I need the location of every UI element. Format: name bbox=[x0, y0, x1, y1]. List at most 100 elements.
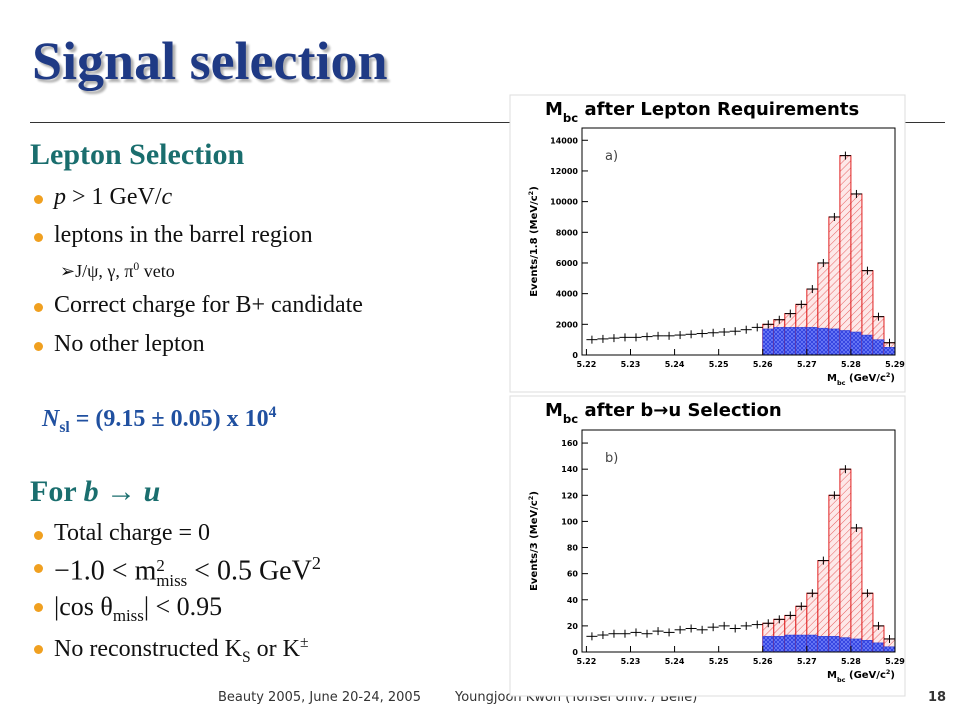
signal-bar bbox=[839, 468, 852, 653]
slide-title: Signal selection bbox=[32, 31, 388, 91]
data-point bbox=[597, 631, 609, 640]
bullet: No reconstructed KS or K± bbox=[28, 634, 309, 667]
text: 2 bbox=[156, 555, 165, 575]
data-point bbox=[597, 334, 609, 343]
background-bar bbox=[795, 634, 808, 653]
data-point bbox=[762, 320, 774, 329]
text: −1.0 < m bbox=[54, 555, 157, 587]
y-tick-label: 20 bbox=[567, 622, 579, 631]
data-point bbox=[630, 628, 642, 637]
data-point bbox=[872, 621, 884, 630]
background-bar bbox=[850, 638, 863, 653]
x-tick-label: 5.23 bbox=[621, 360, 641, 369]
x-tick-label: 5.27 bbox=[797, 657, 817, 666]
text-part: ) bbox=[890, 373, 895, 384]
background-bar bbox=[773, 636, 786, 653]
data-point bbox=[784, 611, 796, 620]
bullet: −1.0 < m2 miss < 0.5 GeV2 bbox=[28, 553, 321, 589]
text: 2 bbox=[311, 553, 321, 573]
y-tick-label: 14000 bbox=[550, 136, 578, 145]
text: u bbox=[143, 475, 161, 508]
text: or K bbox=[250, 636, 300, 662]
data-point bbox=[586, 632, 598, 641]
background-bar bbox=[839, 330, 852, 356]
text: J/ψ, γ, π bbox=[75, 261, 134, 281]
text-part: after b→u Selection bbox=[578, 400, 781, 421]
data-point bbox=[685, 624, 697, 633]
data-point bbox=[674, 625, 686, 634]
text: |cos θ bbox=[54, 592, 113, 621]
page-number: 18 bbox=[928, 690, 947, 705]
text-part: ) bbox=[890, 670, 895, 681]
y-tick-label: 120 bbox=[561, 491, 578, 500]
bullet: Correct charge for B+ candidate bbox=[28, 292, 363, 319]
data-point bbox=[707, 623, 719, 632]
text-part: 2 bbox=[886, 668, 891, 676]
stack: 2 miss bbox=[156, 555, 187, 589]
y-tick-label: 100 bbox=[561, 517, 578, 526]
data-point bbox=[773, 315, 785, 324]
data-point bbox=[839, 151, 851, 160]
data-point bbox=[883, 338, 895, 347]
y-tick-label: 0 bbox=[572, 351, 578, 360]
data-point bbox=[828, 491, 840, 500]
text-part: M bbox=[827, 670, 837, 681]
y-tick-label: 10000 bbox=[550, 198, 578, 207]
data-point bbox=[641, 629, 653, 638]
data-point bbox=[806, 285, 818, 294]
text: → bbox=[98, 475, 144, 508]
data-point bbox=[861, 589, 873, 598]
background-bar bbox=[872, 642, 885, 653]
data-point bbox=[663, 628, 675, 637]
x-tick-label: 5.25 bbox=[709, 360, 729, 369]
data-point bbox=[674, 331, 686, 340]
y-tick-label: 8000 bbox=[556, 228, 579, 237]
x-tick-label: 5.24 bbox=[665, 657, 685, 666]
text-part: Events/1.8 (MeV/c bbox=[529, 195, 540, 297]
data-point bbox=[795, 300, 807, 309]
data-point bbox=[586, 335, 598, 344]
text: No other lepton bbox=[54, 331, 205, 357]
data-point bbox=[795, 602, 807, 611]
text: 0 bbox=[133, 260, 140, 273]
y-tick-label: 40 bbox=[567, 596, 579, 605]
text-part: after Lepton Requirements bbox=[578, 99, 859, 120]
section-heading: Lepton Selection bbox=[30, 138, 245, 171]
text: 4 bbox=[268, 404, 277, 421]
y-tick-label: 60 bbox=[567, 570, 579, 579]
x-tick-label: 5.25 bbox=[709, 657, 729, 666]
data-point bbox=[652, 331, 664, 340]
y-tick-label: 12000 bbox=[550, 167, 578, 176]
plot-title: Mbc after Lepton Requirements bbox=[545, 99, 859, 125]
x-tick-label: 5.22 bbox=[577, 360, 597, 369]
x-tick-label: 5.28 bbox=[841, 657, 861, 666]
bullet: Total charge = 0 bbox=[28, 520, 210, 547]
data-point bbox=[784, 309, 796, 318]
data-point bbox=[850, 523, 862, 532]
text: Correct charge for B+ candidate bbox=[54, 292, 363, 318]
text-part: bc bbox=[837, 379, 846, 387]
y-tick-label: 2000 bbox=[556, 320, 579, 329]
text: sl bbox=[59, 418, 70, 436]
background-bar bbox=[817, 327, 830, 356]
data-point bbox=[817, 556, 829, 565]
signal-bar bbox=[850, 527, 863, 653]
x-tick-label: 5.22 bbox=[577, 657, 597, 666]
text: miss bbox=[112, 606, 144, 626]
text-part: bc bbox=[563, 412, 578, 426]
data-point bbox=[806, 589, 818, 598]
plot: Mbc after Lepton Requirements a) 0 2000 4000… bbox=[509, 94, 906, 393]
data-point bbox=[641, 332, 653, 341]
bullet: p > 1 GeV/c bbox=[28, 184, 172, 211]
y-tick-label: 4000 bbox=[556, 290, 579, 299]
data-point bbox=[608, 629, 620, 638]
footer-left: Beauty 2005, June 20-24, 2005 bbox=[218, 690, 421, 705]
data-point bbox=[751, 620, 763, 629]
text-part: M bbox=[827, 373, 837, 384]
y-tick-label: 0 bbox=[572, 648, 578, 657]
text-part: Events/3 (MeV/c bbox=[529, 500, 540, 591]
data-point bbox=[707, 328, 719, 337]
data-point bbox=[762, 619, 774, 628]
x-tick-label: 5.29 bbox=[885, 657, 905, 666]
